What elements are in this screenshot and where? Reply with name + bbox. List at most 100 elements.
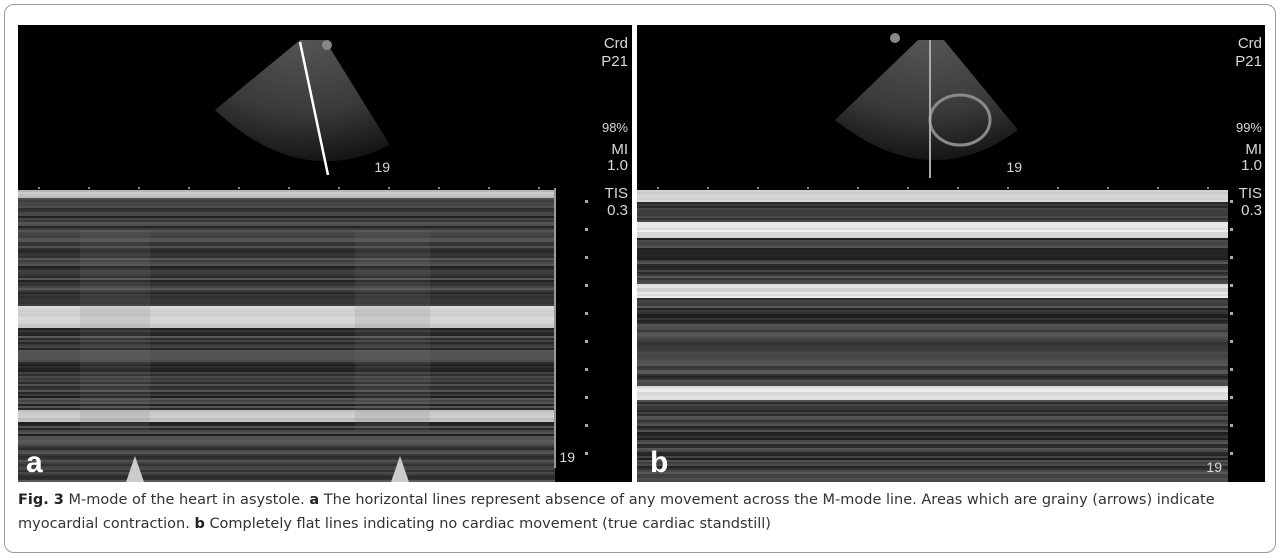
echo-band: [637, 298, 1228, 300]
echo-band: [637, 416, 1228, 418]
echo-band: [18, 260, 555, 262]
tis-label: TIS: [1239, 185, 1262, 202]
echo-band: [18, 320, 555, 322]
echo-band: [637, 454, 1228, 456]
part-text: The horizontal lines represent absence o…: [18, 492, 1215, 532]
echo-band: [18, 218, 555, 220]
ruler-dot: [585, 284, 588, 287]
echo-band: [637, 442, 1228, 444]
echo-band: [18, 258, 555, 260]
mi-label: MI: [1245, 141, 1262, 158]
echo-band: [637, 228, 1228, 230]
storage: 98%: [602, 120, 628, 135]
echo-band: [18, 442, 555, 444]
echo-band: [18, 364, 555, 366]
echo-band: [18, 340, 555, 342]
echo-band: [637, 384, 1228, 386]
echo-band: [18, 276, 555, 278]
ruler-dot: [288, 187, 290, 189]
echo-band: [18, 416, 555, 418]
echo-band: [18, 298, 555, 300]
echo-band: [18, 412, 555, 414]
echo-band: [637, 404, 1228, 406]
echo-band: [637, 330, 1228, 332]
echo-band: [637, 354, 1228, 356]
echo-band: [18, 280, 555, 282]
echo-band: [18, 374, 555, 376]
echo-band: [18, 290, 555, 292]
echo-band: [18, 446, 555, 448]
ruler-dot: [585, 228, 588, 231]
mi-value: 1.0: [607, 157, 628, 174]
panel-label: b: [650, 446, 668, 479]
echo-band: [18, 384, 555, 386]
echo-band: [637, 260, 1228, 262]
echo-band: [637, 328, 1228, 330]
echo-band: [637, 368, 1228, 370]
echo-band: [637, 216, 1228, 218]
echo-band: [637, 472, 1228, 474]
echo-band: [637, 200, 1228, 202]
ruler-dot: [488, 187, 490, 189]
echo-band: [637, 282, 1228, 284]
panel-label: a: [26, 446, 43, 479]
echo-band: [637, 284, 1228, 286]
echo-band: [637, 396, 1228, 398]
echo-band: [637, 270, 1228, 272]
echo-band: [18, 318, 555, 320]
echo-band: [637, 220, 1228, 222]
echo-band: [18, 334, 555, 336]
ruler-dot: [1230, 424, 1233, 427]
echo-band: [18, 200, 555, 202]
echo-band: [637, 324, 1228, 326]
echo-band: [18, 460, 555, 462]
echo-band: [18, 474, 555, 476]
part-label: a: [309, 492, 320, 508]
echo-band: [637, 240, 1228, 242]
echo-band: [18, 288, 555, 290]
echo-band: [18, 266, 555, 268]
ruler-dot: [907, 187, 909, 189]
echo-band: [18, 312, 555, 314]
echo-band: [18, 272, 555, 274]
echo-band: [18, 212, 555, 214]
ruler-dot: [807, 187, 809, 189]
ruler-dot: [388, 187, 390, 189]
tis-value: 0.3: [607, 202, 628, 219]
caption-title: M-mode of the heart in asystole.: [68, 492, 305, 508]
echo-band: [637, 446, 1228, 448]
echo-band: [18, 362, 555, 364]
echo-band: [18, 368, 555, 370]
depth: 19: [1006, 159, 1022, 175]
ruler-dot: [1230, 368, 1233, 371]
ruler-dot: [438, 187, 440, 189]
storage: 99%: [1236, 120, 1262, 135]
echo-band: [18, 292, 555, 294]
echo-band: [637, 290, 1228, 292]
echo-band: [637, 436, 1228, 438]
echo-band: [18, 394, 555, 396]
echo-band: [637, 226, 1228, 228]
echo-band: [18, 206, 555, 208]
echo-band: [637, 428, 1228, 430]
echo-band: [18, 248, 555, 250]
echo-band: [18, 372, 555, 374]
echo-band: [18, 348, 555, 350]
echo-band: [637, 392, 1228, 394]
echo-band: [18, 204, 555, 206]
mode: Crd: [604, 35, 628, 52]
echo-band: [637, 386, 1228, 388]
echo-band: [18, 246, 555, 248]
echo-band: [18, 370, 555, 372]
echo-band: [18, 450, 555, 452]
echo-band: [637, 286, 1228, 288]
ruler-dot: [585, 424, 588, 427]
echo-band: [637, 318, 1228, 320]
echo-band: [637, 274, 1228, 276]
ruler-dot: [585, 256, 588, 259]
echo-band: [18, 238, 555, 240]
echo-band: [637, 304, 1228, 306]
echo-band: [18, 462, 555, 464]
echo-band: [637, 248, 1228, 250]
echo-band: [18, 220, 555, 222]
